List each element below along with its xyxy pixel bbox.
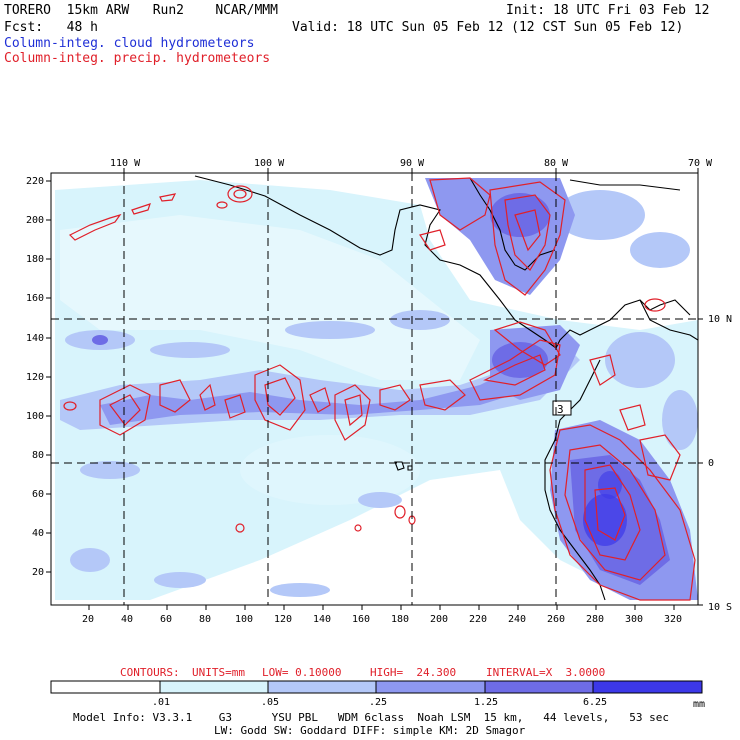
- colorbar: [50, 680, 703, 694]
- x-label: 220: [469, 614, 488, 625]
- top-ticks: [123, 168, 699, 173]
- y-label: 80: [32, 450, 45, 461]
- contour-label: CONTOURS:: [120, 666, 180, 679]
- x-label: 240: [508, 614, 527, 625]
- y-label: 220: [26, 176, 45, 187]
- x-label: 80: [199, 614, 212, 625]
- colorbar-bin-4: [375, 680, 486, 694]
- y-label: 120: [26, 372, 45, 383]
- lat-lon-grid: [51, 173, 698, 605]
- y-label: 100: [26, 411, 45, 422]
- x-label: 300: [625, 614, 644, 625]
- colorbar-bin-3: [267, 680, 377, 694]
- run-title: TORERO 15km ARW Run2 NCAR/MMM: [4, 3, 278, 18]
- lon-label-90w: 90 W: [400, 158, 425, 169]
- y-label: 200: [26, 215, 45, 226]
- field-cloud-label: Column-integ. cloud hydrometeors: [4, 36, 255, 51]
- y-label: 180: [26, 254, 45, 265]
- extreme-markers: 3: [552, 400, 572, 416]
- field-precip-label: Column-integ. precip. hydrometeors: [4, 51, 271, 66]
- y-label: 60: [32, 489, 45, 500]
- y-label: 160: [26, 293, 45, 304]
- colorbar-label: 1.25: [474, 697, 499, 708]
- x-label: 180: [391, 614, 410, 625]
- coastlines: [194, 175, 698, 601]
- bottom-ticks: [88, 605, 675, 610]
- valid-time: Valid: 18 UTC Sun 05 Feb 12 (12 CST Sun …: [292, 20, 684, 35]
- lat-label-10n: 10 N: [708, 314, 733, 325]
- colorbar-label: 6.25: [583, 697, 608, 708]
- y-label: 20: [32, 567, 45, 578]
- y-label: 40: [32, 528, 45, 539]
- lon-label-110w: 110 W: [110, 158, 141, 169]
- x-label: 20: [82, 614, 95, 625]
- contour-units: UNITS=mm: [192, 666, 245, 679]
- lat-label-10s: 10 S: [708, 602, 733, 613]
- colorbar-label: .25: [369, 697, 388, 708]
- y-label: 140: [26, 333, 45, 344]
- lat-label-0: 0: [708, 458, 715, 469]
- x-label: 160: [352, 614, 371, 625]
- init-time: Init: 18 UTC Fri 03 Feb 12: [506, 3, 710, 18]
- hydrometeor-shading: [55, 178, 698, 600]
- contour-interval: INTERVAL=X 3.0000: [486, 666, 606, 679]
- forecast-hour: Fcst: 48 h: [4, 20, 98, 35]
- colorbar-label: .01: [152, 697, 171, 708]
- x-label: 40: [121, 614, 134, 625]
- lon-label-70w: 70 W: [688, 158, 713, 169]
- colorbar-label: .05: [261, 697, 280, 708]
- contour-high: HIGH= 24.300: [370, 666, 457, 679]
- colorbar-units: mm: [693, 699, 706, 710]
- x-label: 200: [430, 614, 449, 625]
- colorbar-bin-6: [592, 680, 703, 694]
- x-label: 320: [664, 614, 683, 625]
- left-ticks: [46, 180, 51, 573]
- lon-label-100w: 100 W: [254, 158, 285, 169]
- right-ticks: [698, 318, 703, 606]
- x-label: 260: [547, 614, 566, 625]
- model-info: Model Info: V3.3.1 G3 YSU PBL WDM 6class…: [73, 711, 670, 724]
- x-label: 60: [160, 614, 173, 625]
- x-label: 280: [586, 614, 605, 625]
- lon-label-80w: 80 W: [544, 158, 569, 169]
- x-label: 140: [313, 614, 332, 625]
- x-label: 120: [274, 614, 293, 625]
- high-marker: 3: [557, 403, 564, 416]
- model-physics: LW: Godd SW: Goddard DIFF: simple KM: 2D…: [214, 724, 526, 737]
- precip-contours: [63, 177, 696, 601]
- plot-frame: [50, 172, 699, 606]
- colorbar-bin-5: [484, 680, 594, 694]
- colorbar-bin-1: [50, 680, 161, 694]
- colorbar-bin-2: [159, 680, 269, 694]
- contour-low: LOW= 0.10000: [262, 666, 342, 679]
- x-label: 100: [235, 614, 254, 625]
